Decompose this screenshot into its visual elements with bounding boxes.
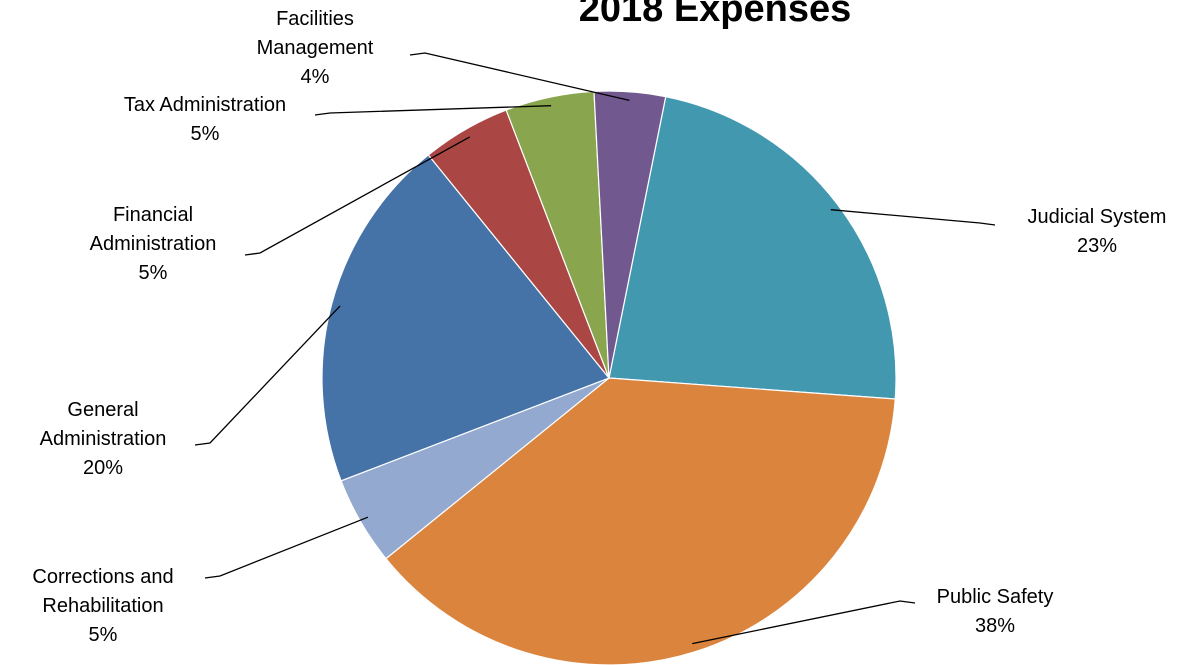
label-category: Judicial System bbox=[1027, 206, 1167, 228]
data-label: Tax Administration 5% bbox=[85, 91, 325, 149]
label-value: 5% bbox=[190, 123, 220, 145]
leader-line bbox=[830, 209, 996, 226]
label-category: Tax Administration bbox=[123, 94, 287, 116]
leader-line bbox=[204, 516, 369, 579]
pie-slice bbox=[321, 154, 610, 482]
label-value: 4% bbox=[300, 66, 330, 88]
data-label: Judicial System 23% bbox=[987, 203, 1200, 261]
pie-slice bbox=[593, 90, 667, 379]
chart-title: 2018 Expenses bbox=[578, 0, 852, 30]
label-value: 20% bbox=[82, 457, 124, 479]
leader-line bbox=[244, 136, 471, 256]
leader-line bbox=[314, 105, 552, 116]
leader-line bbox=[194, 305, 341, 446]
data-label: Public Safety 38% bbox=[895, 583, 1095, 641]
leader-line bbox=[409, 52, 630, 101]
label-value: 5% bbox=[88, 624, 118, 646]
data-label: General Administration 20% bbox=[18, 396, 188, 483]
label-category: Financial Administration bbox=[89, 204, 217, 255]
data-label: Financial Administration 5% bbox=[68, 201, 238, 288]
leader-line bbox=[692, 600, 916, 645]
data-label: Facilities Management 4% bbox=[240, 5, 390, 92]
pie-slice bbox=[608, 95, 897, 400]
label-value: 23% bbox=[1076, 235, 1118, 257]
label-value: 5% bbox=[138, 262, 168, 284]
data-label: Corrections and Rehabilitation 5% bbox=[3, 563, 203, 650]
label-category: Corrections and Rehabilitation bbox=[32, 566, 174, 617]
label-value: 38% bbox=[974, 615, 1016, 637]
label-category: General Administration bbox=[39, 399, 167, 450]
label-category: Public Safety bbox=[936, 586, 1054, 608]
label-category: Facilities Management bbox=[256, 8, 374, 59]
pie-slice bbox=[385, 377, 896, 665]
